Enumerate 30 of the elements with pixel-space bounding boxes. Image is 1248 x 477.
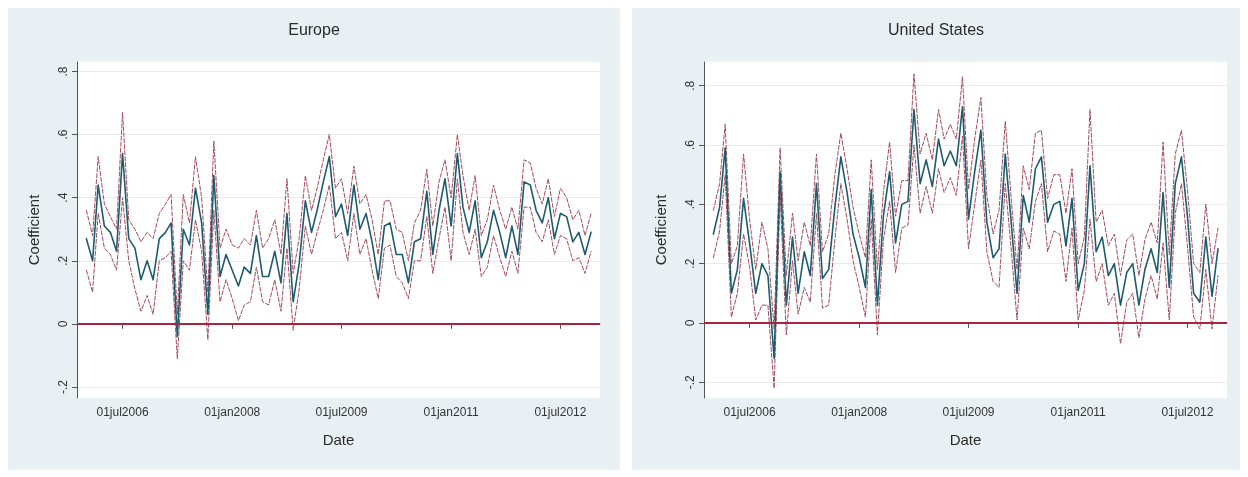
x-tick-label: 01jan2011 — [423, 405, 480, 419]
chart-title: Europe — [288, 20, 340, 38]
chart-title: United States — [887, 20, 985, 38]
x-tick-label: 01jan2008 — [831, 405, 888, 419]
line-series — [85, 152, 592, 338]
y-tick-label: .4 — [683, 199, 697, 210]
y-tick-label: .6 — [56, 129, 70, 140]
y-tick-label: .8 — [683, 80, 697, 91]
x-tick-label: 01jul2012 — [534, 405, 587, 419]
x-tick-label: 01jul2006 — [96, 405, 149, 419]
line-series — [712, 105, 1219, 360]
x-tick-label: 01jan2011 — [1050, 405, 1107, 419]
y-tick-label: -.2 — [683, 374, 697, 390]
x-tick-label: 01jul2009 — [942, 405, 995, 419]
y-axis-title: Coefficient — [25, 193, 42, 266]
x-tick-label: 01jul2006 — [723, 405, 776, 419]
x-tick-label: 01jul2012 — [1161, 405, 1214, 419]
y-tick-label: .4 — [56, 192, 70, 203]
x-axis-title: Date — [322, 431, 355, 448]
x-tick-label: 01jan2008 — [204, 405, 261, 419]
y-tick-label: 0 — [683, 319, 697, 327]
y-tick-label: -.2 — [56, 379, 70, 394]
y-tick-label: .2 — [56, 255, 70, 266]
x-axis-title: Date — [949, 431, 982, 448]
y-axis-title: Coefficient — [652, 193, 669, 266]
y-tick-label: .6 — [683, 139, 697, 151]
x-tick-label: 01jul2009 — [315, 405, 368, 419]
y-tick-label: 0 — [56, 320, 70, 328]
y-tick-label: .2 — [683, 258, 697, 269]
y-tick-label: .8 — [56, 66, 70, 77]
